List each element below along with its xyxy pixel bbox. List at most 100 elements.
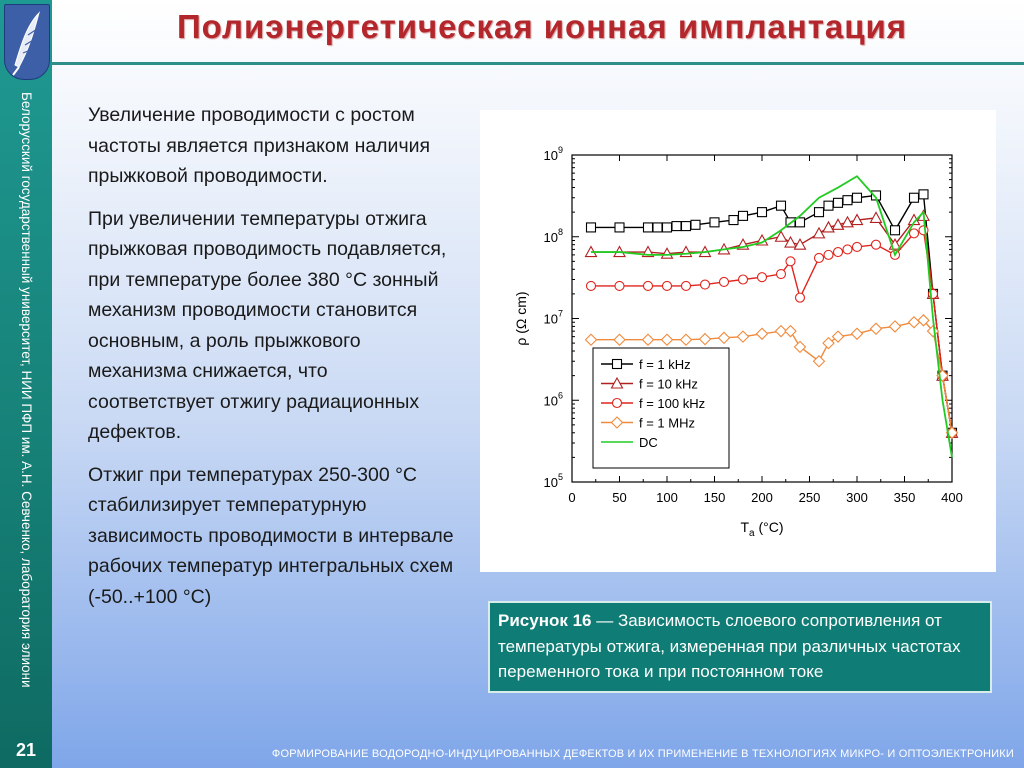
data-point (698, 332, 712, 346)
data-point (794, 217, 806, 228)
data-point (614, 222, 625, 233)
x-tick-label: 300 (846, 490, 868, 505)
data-point (584, 333, 598, 347)
data-point (822, 220, 835, 233)
data-point (784, 324, 797, 338)
legend-marker (610, 376, 624, 389)
data-point (812, 354, 826, 368)
data-point (737, 274, 749, 285)
data-point (831, 218, 845, 230)
data-point (917, 314, 930, 327)
data-point (775, 268, 787, 280)
sidebar-organization-text: Белорусский государственный университет,… (19, 92, 34, 688)
resistivity-chart: 0 50 100 150 200 250 300 350 400 105 106 107 108 109 T… (513, 145, 963, 539)
data-point (785, 256, 796, 267)
data-point (690, 219, 701, 230)
legend-marker (611, 397, 623, 409)
data-point (699, 279, 711, 290)
data-point (812, 226, 826, 239)
data-point (794, 292, 806, 303)
page-number: 21 (15, 740, 37, 760)
data-point (784, 235, 797, 248)
y-tick-label: 109 (544, 145, 563, 163)
data-point (613, 333, 626, 347)
data-point (641, 333, 655, 347)
data-point (832, 197, 844, 208)
data-point (717, 331, 731, 345)
x-tick-label: 250 (799, 490, 821, 505)
data-point (813, 252, 825, 264)
legend-label: f = 100 kHz (639, 396, 705, 411)
legend-marker (611, 358, 623, 370)
data-point (756, 207, 768, 218)
data-point (661, 280, 673, 292)
data-point (671, 221, 682, 232)
legend-marker (610, 416, 624, 429)
data-point (793, 238, 807, 250)
paragraph-3: Отжиг при температурах 250-300 °С стабил… (88, 463, 454, 608)
x-tick-label: 400 (941, 490, 963, 505)
data-point (680, 221, 692, 232)
slide-title: Полиэнергетическая ионная имплантация (176, 8, 908, 45)
y-tick-label: 106 (544, 390, 563, 408)
x-tick-label: 100 (656, 490, 678, 505)
data-point (823, 200, 834, 211)
data-point (718, 276, 730, 287)
legend-label: DC (639, 435, 658, 450)
data-point (918, 225, 929, 236)
sidebar: Белорусский государственный университет,… (0, 0, 52, 768)
data-point (585, 222, 597, 233)
data-point (869, 322, 883, 335)
y-tick-label: 107 (544, 309, 563, 327)
data-point (842, 195, 853, 206)
data-point (756, 272, 768, 283)
legend-label: f = 1 MHz (639, 416, 695, 431)
data-point (679, 333, 693, 347)
data-point (642, 222, 654, 233)
data-point (652, 222, 663, 233)
paragraph-2: При увеличении температуры отжига прыжко… (88, 207, 447, 444)
data-point (908, 228, 920, 239)
data-point (918, 189, 929, 200)
data-point (850, 213, 864, 226)
data-point (842, 244, 853, 255)
data-point (823, 249, 834, 260)
data-point (774, 324, 788, 338)
y-tick-label: 105 (544, 472, 563, 490)
data-point (850, 327, 864, 341)
paragraph-1: Увеличение проводимости с ростом частоты… (88, 104, 431, 187)
caption-text: — Зависимость слоевого сопротивления от … (498, 611, 961, 681)
x-tick-label: 350 (894, 490, 916, 505)
data-point (661, 222, 673, 233)
data-point (832, 246, 844, 258)
data-point (851, 241, 863, 253)
data-point (774, 230, 788, 242)
data-point (907, 315, 921, 329)
data-point (736, 330, 750, 343)
legend-label: f = 1 kHz (639, 357, 691, 372)
x-axis-label: Ta (°C) (740, 519, 783, 539)
x-tick-label: 50 (612, 490, 626, 505)
x-tick-label: 150 (704, 490, 726, 505)
data-point (585, 280, 597, 292)
data-point (755, 327, 769, 341)
data-point (831, 330, 845, 343)
x-tick-label: 0 (568, 490, 575, 505)
data-point (660, 333, 674, 347)
y-tick-label: 108 (544, 227, 563, 245)
data-point (841, 215, 854, 228)
data-point (851, 192, 863, 203)
caption-label: Рисунок 16 (498, 611, 592, 630)
data-point (642, 280, 654, 292)
data-point (870, 239, 882, 250)
figure-caption: Рисунок 16 — Зависимость слоевого сопрот… (488, 601, 992, 693)
data-point (869, 211, 883, 223)
data-point (889, 225, 901, 236)
title-divider (52, 62, 1024, 65)
footer-text: ФОРМИРОВАНИЕ ВОДОРОДНО-ИНДУЦИРОВАННЫХ ДЕ… (271, 748, 1014, 760)
series-line-5 (591, 175, 953, 458)
body-text: Увеличение проводимости с ростом частоты… (88, 100, 456, 624)
data-point (728, 215, 739, 226)
legend-label: f = 10 kHz (639, 377, 698, 392)
y-axis-label: ρ (Ω cm) (513, 291, 529, 345)
